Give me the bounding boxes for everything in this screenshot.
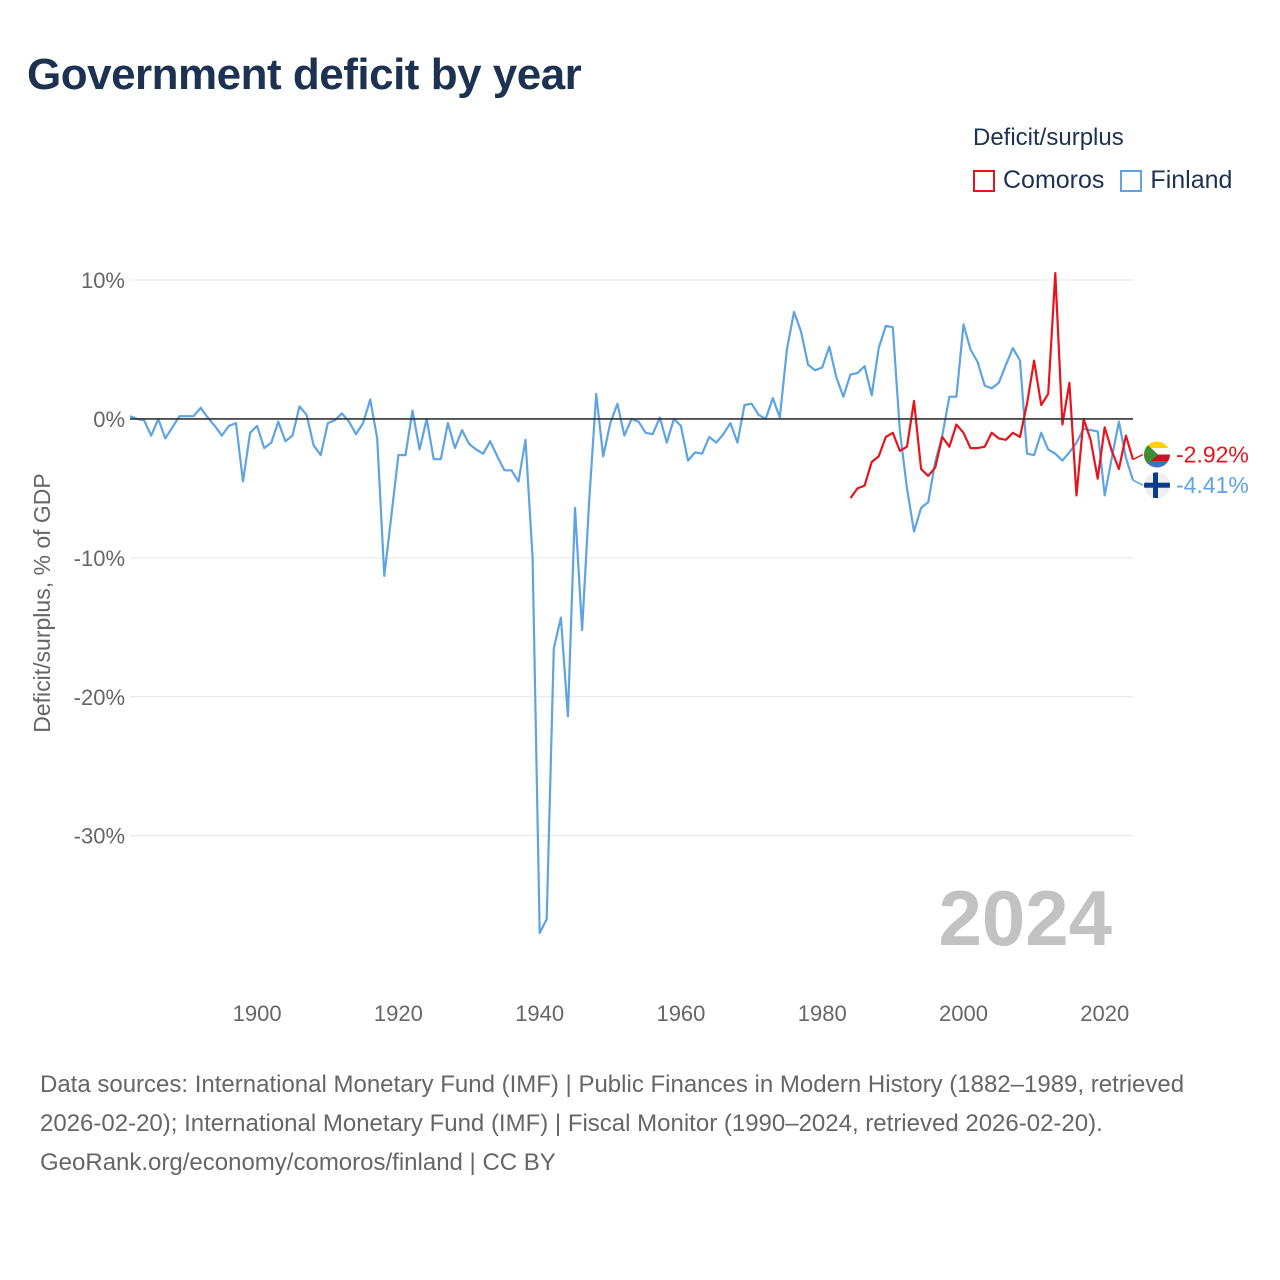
comoros-flag-icon <box>1144 441 1170 468</box>
x-tick-label: 1980 <box>798 1001 847 1026</box>
end-value-label-comoros: -2.92% <box>1176 442 1249 468</box>
x-tick-label: 1940 <box>515 1001 564 1026</box>
chart-area: 10% 0% -10% -20% -30% Deficit/surplus, % of G… <box>29 268 1249 1026</box>
y-tick-label: -10% <box>74 546 125 571</box>
y-tick-label: -20% <box>74 685 125 710</box>
legend-label-comoros: Comoros <box>1003 166 1105 194</box>
end-connector-comoros <box>1132 453 1144 461</box>
y-tick-label: 0% <box>93 407 125 432</box>
legend-swatch-comoros <box>973 169 995 192</box>
y-tick-label: -30% <box>74 824 125 849</box>
credit-link[interactable]: GeoRank.org/economy/comoros/finland | CC… <box>40 1149 556 1176</box>
x-tick-label: 2000 <box>939 1001 988 1026</box>
series-line-finland <box>129 310 1135 935</box>
legend-title: Deficit/surplus <box>973 124 1124 151</box>
end-connector-finland <box>1132 479 1144 486</box>
series-line-comoros <box>849 272 1135 499</box>
y-tick-label: 10% <box>81 268 125 293</box>
x-tick-label: 1900 <box>233 1001 282 1026</box>
legend-item-finland[interactable]: Finland <box>1120 166 1232 195</box>
chart-title: Government deficit by year <box>27 50 582 99</box>
footer: Data sources: International Monetary Fun… <box>40 1065 1240 1182</box>
x-tick-label: 1960 <box>656 1001 705 1026</box>
y-axis-title: Deficit/surplus, % of GDP <box>29 473 55 732</box>
legend-item-comoros[interactable]: Comoros <box>973 166 1104 195</box>
legend-label-finland: Finland <box>1150 166 1233 194</box>
year-watermark: 2024 <box>938 874 1112 962</box>
finland-flag-icon <box>1144 472 1170 499</box>
data-sources-note: Data sources: International Monetary Fun… <box>40 1071 1185 1137</box>
x-tick-label: 2020 <box>1080 1001 1129 1026</box>
legend: Deficit/surplus Comoros Finland <box>973 124 1232 195</box>
x-tick-label: 1920 <box>374 1001 423 1026</box>
end-value-label-finland: -4.41% <box>1176 472 1249 498</box>
legend-swatch-finland <box>1120 169 1143 192</box>
